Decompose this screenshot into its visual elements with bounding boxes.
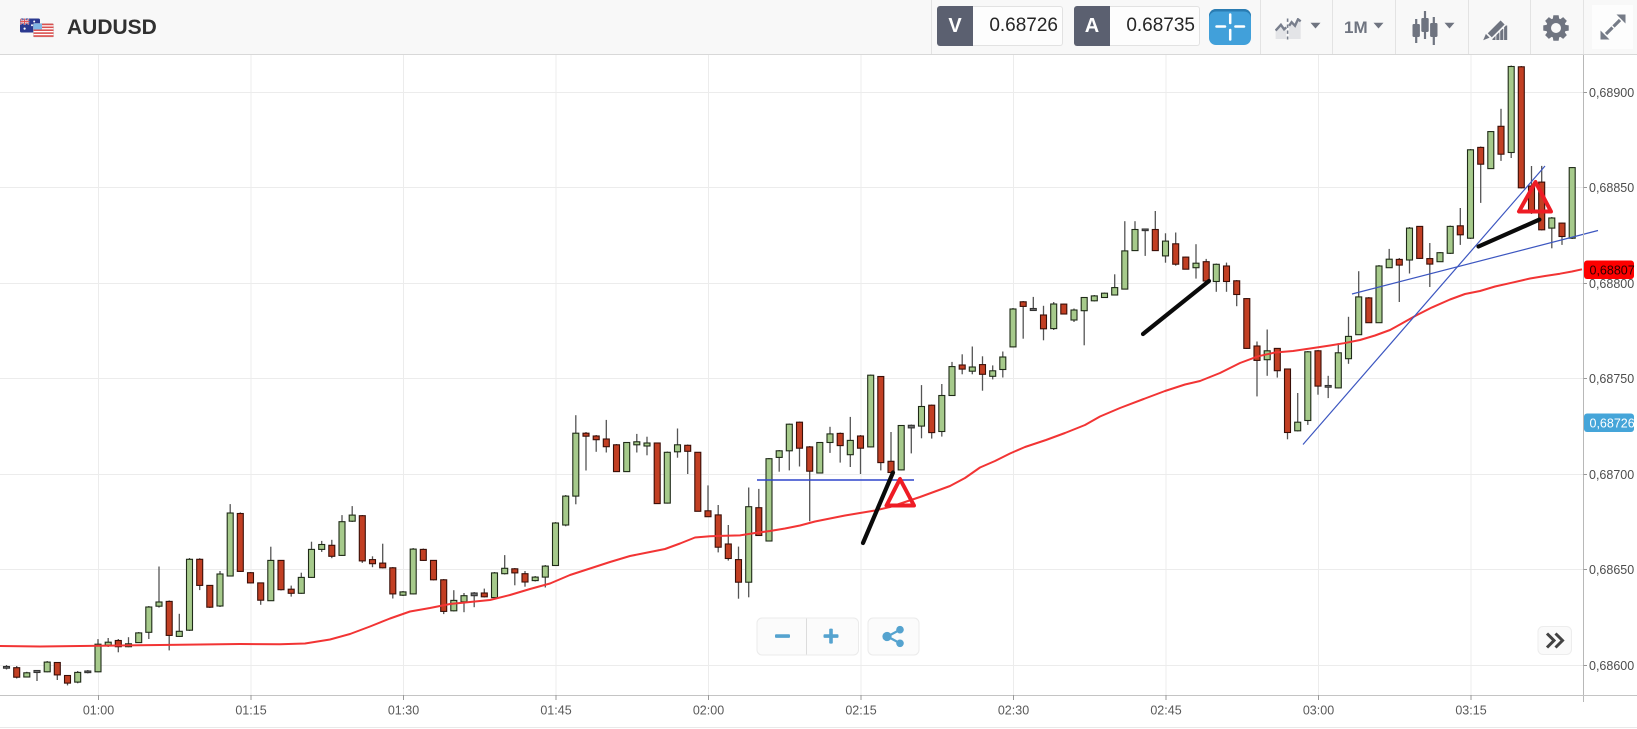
svg-text:0,68850: 0,68850 — [1589, 181, 1634, 195]
svg-text:02:00: 02:00 — [693, 704, 724, 718]
svg-text:01:00: 01:00 — [83, 704, 114, 718]
svg-text:03:15: 03:15 — [1455, 704, 1486, 718]
svg-text:0,68750: 0,68750 — [1589, 372, 1634, 386]
svg-text:0,68726: 0,68726 — [1590, 417, 1635, 431]
svg-text:03:00: 03:00 — [1303, 704, 1334, 718]
svg-text:02:45: 02:45 — [1150, 704, 1181, 718]
svg-text:0,68700: 0,68700 — [1589, 468, 1634, 482]
svg-text:02:15: 02:15 — [845, 704, 876, 718]
svg-text:0,68800: 0,68800 — [1589, 277, 1634, 291]
svg-text:0,68807: 0,68807 — [1590, 264, 1635, 278]
svg-text:0,68650: 0,68650 — [1589, 563, 1634, 577]
svg-text:01:45: 01:45 — [540, 704, 571, 718]
svg-text:02:30: 02:30 — [998, 704, 1029, 718]
svg-text:01:15: 01:15 — [235, 704, 266, 718]
svg-text:01:30: 01:30 — [388, 704, 419, 718]
svg-text:0,68900: 0,68900 — [1589, 86, 1634, 100]
svg-text:0,68600: 0,68600 — [1589, 659, 1634, 673]
